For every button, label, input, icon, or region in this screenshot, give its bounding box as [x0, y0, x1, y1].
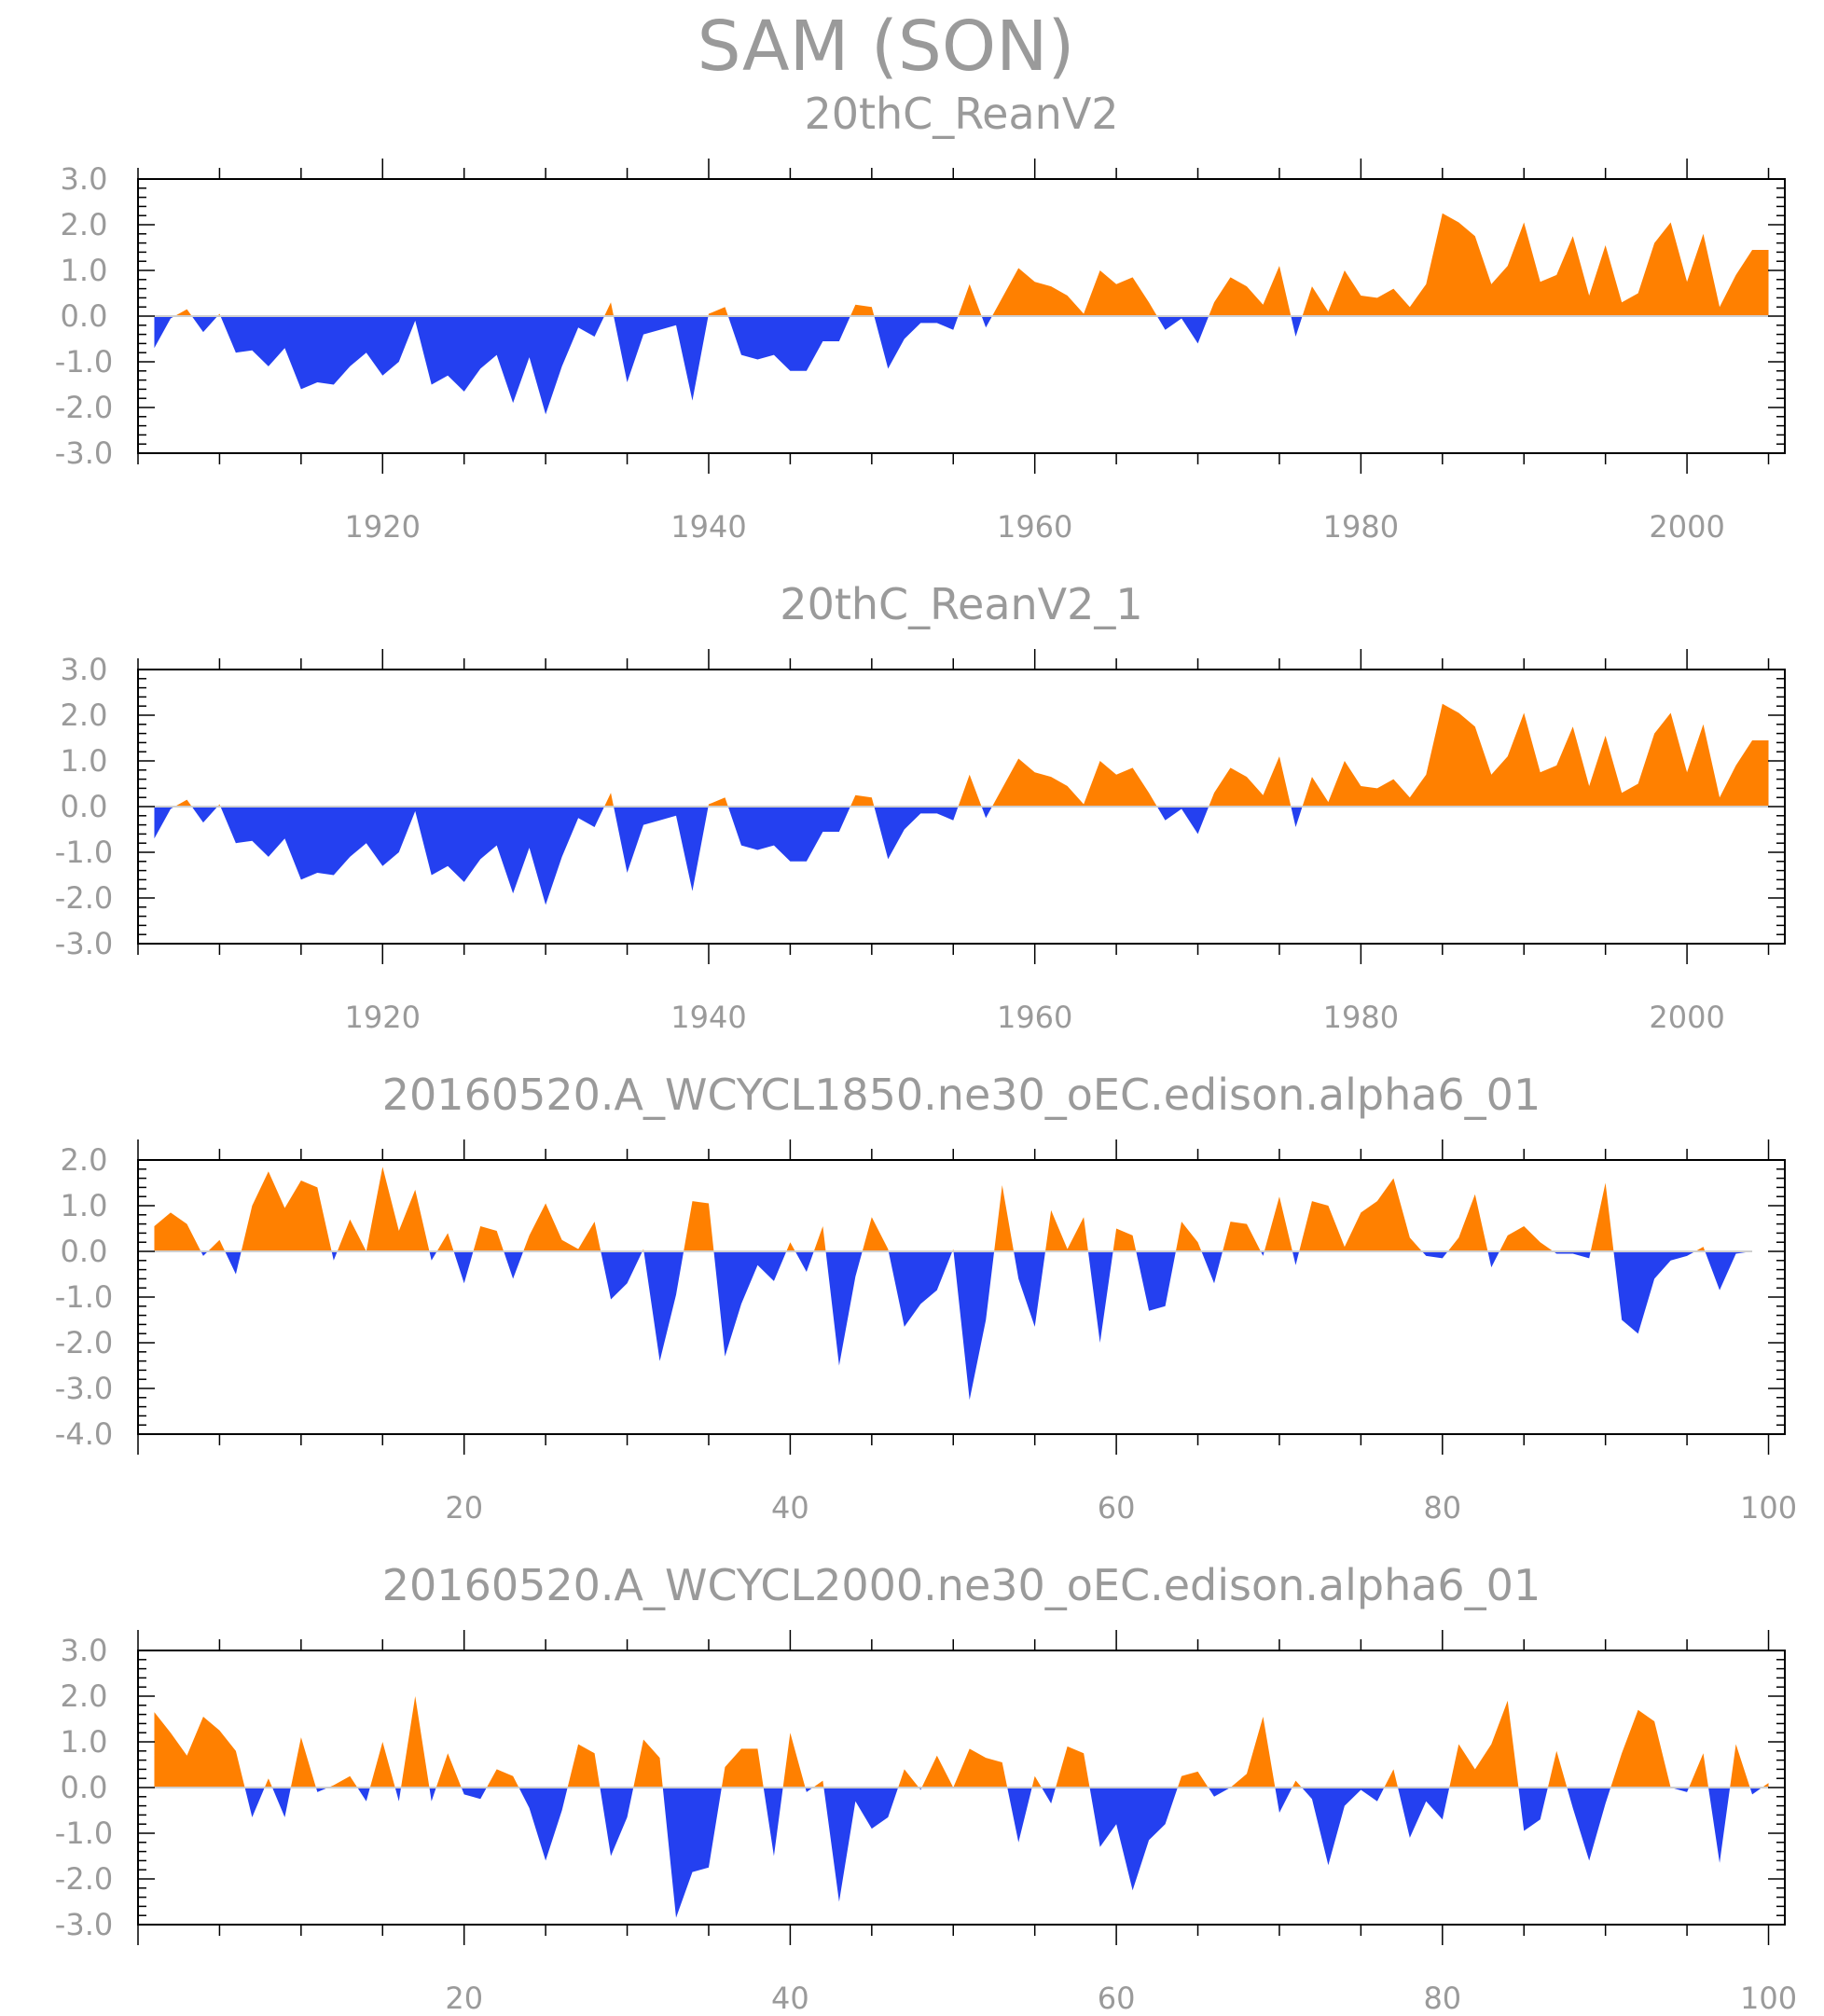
negative-area: [154, 1696, 1768, 1918]
x-tick-label: 20: [445, 1490, 483, 1526]
y-tick-label: -3.0: [55, 926, 113, 961]
y-tick-label: -1.0: [55, 1816, 113, 1851]
x-tick-label: 1920: [345, 509, 421, 545]
y-tick-label: 0.0: [61, 298, 108, 334]
x-tick-label: 1940: [670, 1000, 746, 1035]
y-tick-label: -3.0: [55, 1907, 113, 1942]
y-tick-label: -1.0: [55, 344, 113, 380]
x-tick-label: 60: [1098, 1490, 1136, 1526]
chart-panel-4: 20160520.A_WCYCL2000.ne30_oEC.edison.alp…: [55, 1560, 1797, 2011]
positive-area: [154, 1167, 1752, 1400]
x-tick-label: 100: [1740, 1981, 1797, 2011]
x-tick-label: 1960: [997, 1000, 1072, 1035]
chart-panel-2: 20thC_ReanV2_1 3.0 2.0 1.0 0.0 -1.0 -2.0 -3.0 19…: [55, 579, 1785, 1035]
y-tick-label: -1.0: [55, 1279, 113, 1315]
y-tick-label: 0.0: [61, 789, 108, 824]
y-tick-label: -3.0: [55, 1371, 113, 1406]
y-tick-label: -4.0: [55, 1416, 113, 1452]
y-tick-label: 0.0: [61, 1234, 108, 1269]
x-tick-label: 1980: [1323, 1000, 1399, 1035]
x-tick-label: 60: [1098, 1981, 1136, 2011]
x-tick-label: 2000: [1649, 1000, 1724, 1035]
x-tick-label: 1980: [1323, 509, 1399, 545]
panel-title: 20thC_ReanV2: [804, 89, 1118, 139]
y-tick-label: 3.0: [61, 1633, 108, 1668]
chart-panel-1: 20thC_ReanV2 3.0 2.0 1.0 0.0 -1.0 -2.0 -3.0 1920…: [55, 89, 1785, 545]
y-tick-label: -2.0: [55, 390, 113, 425]
y-tick-label: -1.0: [55, 835, 113, 870]
x-tick-label: 1960: [997, 509, 1072, 545]
y-tick-label: -2.0: [55, 1861, 113, 1897]
y-tick-label: 2.0: [61, 207, 108, 242]
y-tick-label: -2.0: [55, 880, 113, 916]
panel-title: 20160520.A_WCYCL2000.ne30_oEC.edison.alp…: [382, 1560, 1541, 1610]
x-tick-label: 20: [445, 1981, 483, 2011]
y-tick-label: -2.0: [55, 1325, 113, 1360]
y-tick-label: 1.0: [61, 1188, 108, 1223]
x-tick-label: 2000: [1649, 509, 1724, 545]
panel-title: 20thC_ReanV2_1: [780, 579, 1142, 629]
y-tick-label: 1.0: [61, 253, 108, 288]
chart-panel-3: 20160520.A_WCYCL1850.ne30_oEC.edison.alp…: [55, 1070, 1797, 1526]
y-tick-label: 2.0: [61, 1142, 108, 1178]
panel-title: 20160520.A_WCYCL1850.ne30_oEC.edison.alp…: [382, 1070, 1541, 1120]
y-tick-label: 3.0: [61, 652, 108, 687]
x-tick-label: 80: [1423, 1490, 1461, 1526]
data-points: [154, 1167, 1752, 1400]
y-tick-label: 1.0: [61, 1724, 108, 1760]
y-tick-label: 3.0: [61, 161, 108, 197]
figure-title: SAM (SON): [698, 7, 1075, 87]
x-tick-label: 40: [771, 1490, 809, 1526]
negative-area: [154, 1167, 1752, 1400]
positive-area: [154, 214, 1768, 415]
y-tick-label: 1.0: [61, 743, 108, 779]
y-tick-label: 2.0: [61, 1678, 108, 1714]
y-tick-label: 2.0: [61, 697, 108, 733]
positive-area: [154, 704, 1768, 905]
y-tick-label: -3.0: [55, 435, 113, 471]
x-tick-label: 40: [771, 1981, 809, 2011]
x-tick-label: 1940: [670, 509, 746, 545]
x-tick-label: 1920: [345, 1000, 421, 1035]
x-tick-label: 100: [1740, 1490, 1797, 1526]
y-tick-label: 0.0: [61, 1770, 108, 1805]
x-tick-label: 80: [1423, 1981, 1461, 2011]
